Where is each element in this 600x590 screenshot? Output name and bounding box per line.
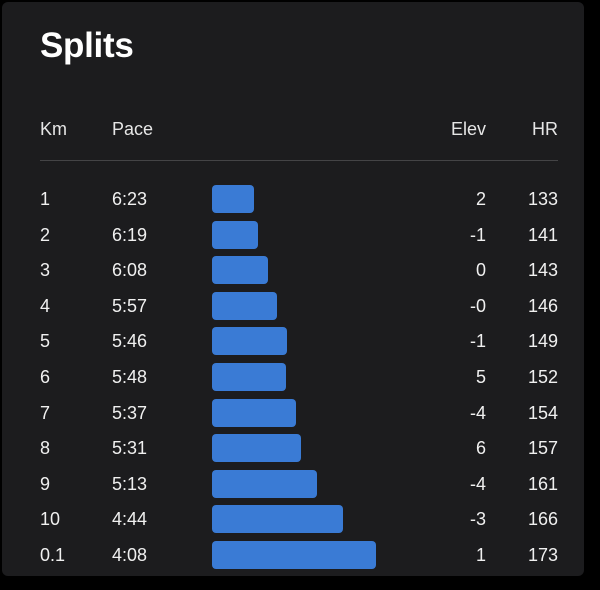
split-km: 4 [40,295,51,316]
split-pace: 5:37 [112,402,148,423]
split-hr: 154 [527,402,558,423]
split-elev: 2 [475,189,486,209]
table-row: 6 5:48 5 152 [2,360,584,394]
pace-bar [212,541,376,569]
pace-bar [212,434,301,463]
split-elev: -1 [469,224,486,245]
table-row: 7 5:37 -4 154 [2,396,584,430]
split-elev: 1 [475,545,486,565]
header-elev: Elev [450,119,486,139]
table-row: 0.1 4:08 1 173 [2,538,584,572]
pace-bar [212,505,344,534]
split-km: 1 [40,189,51,209]
header-hr: HR [532,119,558,139]
split-hr: 161 [527,473,558,494]
split-pace: 6:08 [112,260,148,281]
split-hr: 146 [527,295,558,316]
split-hr: 143 [527,260,558,281]
split-hr: 173 [527,545,558,565]
pace-bar [212,291,278,320]
split-pace: 5:31 [112,438,148,459]
split-pace: 4:08 [112,545,148,565]
table-row: 1 6:23 2 133 [2,182,584,216]
split-pace: 4:44 [112,509,148,530]
table-row: 8 5:31 6 157 [2,431,584,465]
split-km: 0.1 [40,545,66,565]
page-title: Splits [40,26,134,65]
split-elev: 0 [475,260,486,281]
split-pace: 6:19 [112,224,148,245]
split-km: 9 [40,473,51,494]
table-row: 2 6:19 -1 141 [2,218,584,252]
split-pace: 5:13 [112,473,148,494]
pace-bar [212,327,288,356]
split-hr: 157 [527,438,558,459]
split-km: 6 [40,367,51,387]
table-row: 10 4:44 -3 166 [2,502,584,536]
header-km: Km [40,119,67,139]
pace-bar [212,185,254,213]
split-km: 7 [40,402,51,423]
pace-bar [212,398,296,427]
split-hr: 166 [527,509,558,530]
split-elev: -0 [469,295,486,316]
pace-bar [212,220,258,249]
split-km: 2 [40,224,51,245]
split-pace: 5:57 [112,295,148,316]
split-pace: 5:48 [112,367,148,387]
split-km: 5 [40,331,51,352]
split-elev: 5 [475,367,486,387]
table-row: 3 6:08 0 143 [2,253,584,287]
split-km: 3 [40,260,51,281]
split-elev: -4 [469,473,486,494]
split-pace: 6:23 [112,189,148,209]
split-km: 8 [40,438,51,459]
split-pace: 5:46 [112,331,148,352]
split-hr: 149 [527,331,558,352]
split-km: 10 [40,509,61,530]
header-pace: Pace [112,119,154,139]
split-elev: 6 [475,438,486,459]
pace-bar [212,256,268,285]
table-row: 4 5:57 -0 146 [2,289,584,323]
split-elev: -1 [469,331,486,352]
split-elev: -3 [469,509,486,530]
table-row: 9 5:13 -4 161 [2,467,584,501]
split-hr: 133 [527,189,558,209]
splits-card: Splits Km Pace Elev HR 1 6:23 2 133 2 6:19 -1 1… [2,2,584,576]
header-divider [40,160,558,161]
table-row: 5 5:46 -1 149 [2,324,584,358]
split-hr: 141 [527,224,558,245]
pace-bar [212,363,286,391]
split-elev: -4 [469,402,486,423]
pace-bar [212,469,318,498]
split-hr: 152 [527,367,558,387]
